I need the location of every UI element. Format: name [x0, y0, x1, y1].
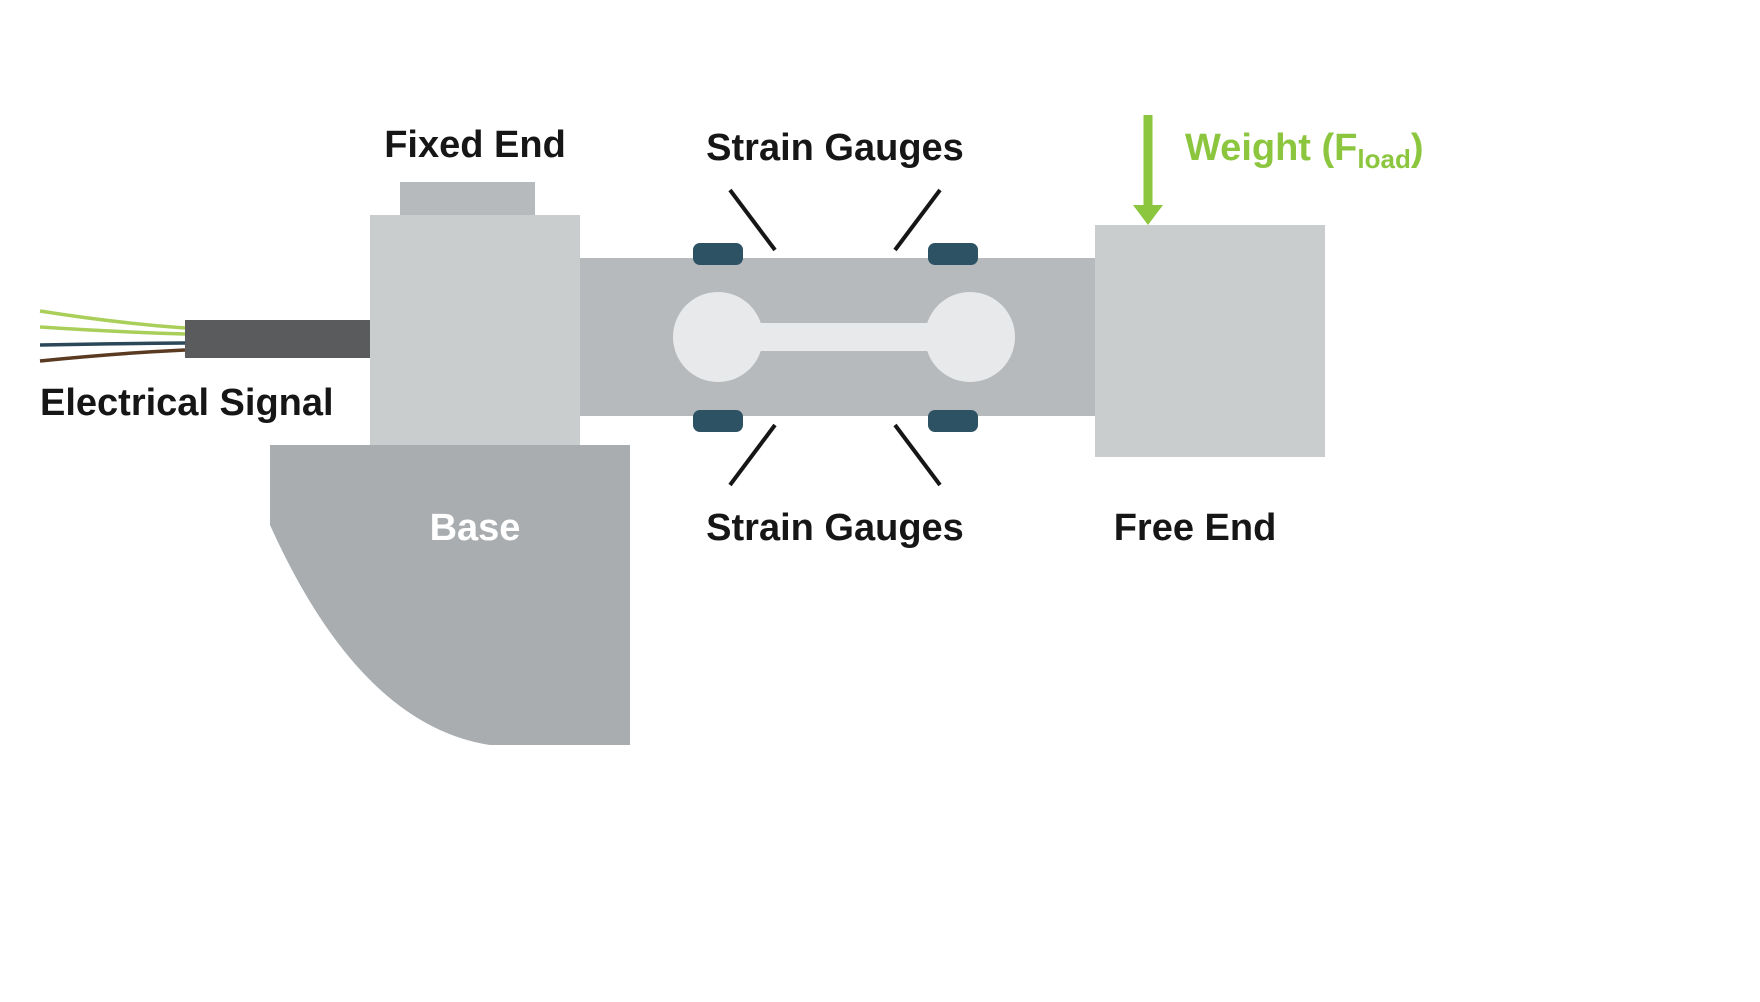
label-base: Base — [430, 507, 521, 549]
label-electrical-signal: Electrical Signal — [40, 382, 334, 424]
load-cell-diagram: Fixed End Strain Gauges Strain Gauges Free … — [0, 0, 1760, 1002]
strain-gauge-top_right — [928, 243, 978, 265]
strain-gauge-top_left — [693, 243, 743, 265]
label-free-end: Free End — [1114, 507, 1277, 549]
wire-2 — [40, 343, 185, 345]
strain-gauge-bot_left — [693, 410, 743, 432]
strain-gauge-bot_right — [928, 410, 978, 432]
label-strain-top: Strain Gauges — [706, 127, 964, 169]
fixed-cap — [400, 182, 535, 215]
cutout-bar — [718, 323, 970, 351]
label-fixed-end: Fixed End — [384, 124, 566, 166]
cable — [185, 320, 375, 358]
label-strain-bottom: Strain Gauges — [706, 507, 964, 549]
free-block — [1095, 225, 1325, 457]
fixed-block — [370, 215, 580, 445]
